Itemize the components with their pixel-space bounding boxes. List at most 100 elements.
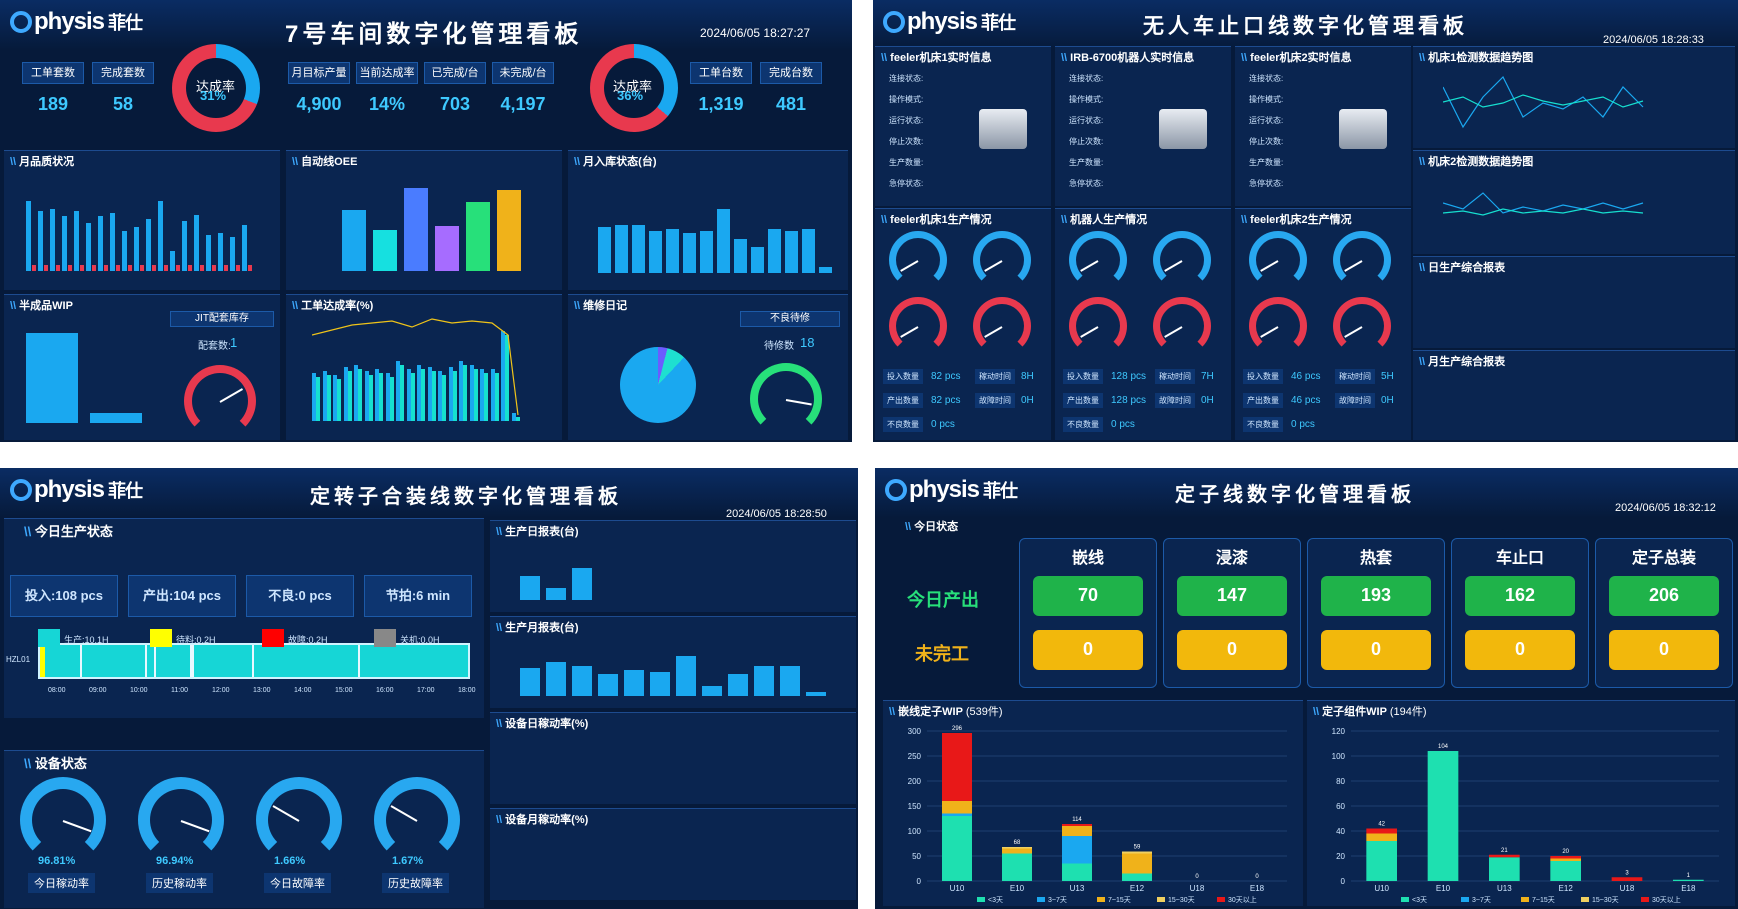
timestamp: 2024/06/05 18:32:12 (1615, 502, 1716, 514)
stack-segment (942, 801, 972, 814)
cnc-machine-image (979, 109, 1027, 149)
panel-title: 设备月稼动率(%) (496, 811, 588, 827)
stack-segment (1002, 853, 1032, 881)
page-title: 无人车止口线数字化管理看板 (1143, 15, 1468, 38)
status-label: 操作模式: (889, 95, 924, 104)
total-label: 59 (1134, 845, 1141, 851)
kpi-box: 月目标产量 (288, 62, 350, 84)
kpi-value: 58 (112, 94, 134, 114)
kpi-box: 已完成/台 (424, 62, 486, 84)
report-bar (650, 672, 670, 696)
defect-bar (68, 265, 72, 271)
defect-bar (248, 265, 252, 271)
order-bar (337, 379, 341, 421)
quality-bar (86, 223, 91, 271)
stack-segment (1062, 824, 1092, 826)
kpi-box: 完成台数 (760, 62, 822, 84)
timeline-stripe (358, 645, 360, 677)
panel-title: 生产日报表(台) (496, 523, 578, 539)
storage-bar (717, 209, 730, 273)
order-bar (375, 369, 379, 421)
panel-title: IRB-6700机器人实时信息 (1061, 49, 1194, 65)
status-label: 停止次数: (1249, 137, 1284, 146)
time-label: 稼动时间 (975, 369, 1015, 384)
panel-title: feeler机床1生产情况 (881, 211, 991, 227)
report-bar (520, 668, 540, 696)
order-bar (364, 371, 369, 421)
kpi-value: 4,197 (500, 94, 546, 114)
legend-swatch (1217, 897, 1225, 902)
total-label: 0 (1255, 874, 1259, 880)
total-label: 296 (952, 726, 963, 732)
quality-bar (50, 209, 55, 271)
defect-bar (188, 265, 192, 271)
oee-bar (466, 202, 490, 271)
storage-bar (632, 225, 645, 273)
machine-gauge (1153, 231, 1211, 289)
machine-gauge (1249, 231, 1307, 289)
section-title: 今日状态 (905, 518, 958, 534)
wip-value: 0 (1321, 630, 1431, 670)
header: physis 菲仕 无人车止口线数字化管理看板 2024/06/05 18:28:… (873, 0, 1738, 50)
panel-title: 日生产综合报表 (1419, 259, 1505, 275)
right-chart-panel: 设备月稼动率(%) (490, 808, 856, 900)
timestamp: 2024/06/05 18:28:50 (726, 508, 827, 520)
panel-title: 机床1检测数据趋势图 (1419, 49, 1533, 65)
logo-mark-icon (883, 11, 905, 33)
storage-bar (802, 229, 815, 273)
timeline-stripe (80, 645, 82, 677)
legend-label: 生产:10.1H (64, 635, 109, 645)
row-label: 产出数量 (883, 393, 923, 408)
order-bar (368, 375, 373, 421)
hour-tick: 11:00 (171, 687, 188, 694)
x-tick-label: E18 (1681, 884, 1696, 893)
row-label: 不良数量 (1243, 417, 1283, 432)
panel-title: feeler机床1实时信息 (881, 49, 991, 65)
timeline-stripe (252, 645, 254, 677)
header: physis 菲仕 定子线数字化管理看板 2024/06/05 18:32:12 (875, 468, 1738, 518)
pending-label: 待修数 (764, 341, 794, 352)
kpi-value: 189 (37, 94, 69, 114)
stack-segment (1122, 873, 1152, 881)
kpi-box: 工单台数 (690, 62, 752, 84)
legend-swatch (1461, 897, 1469, 902)
repair-pie (620, 347, 696, 423)
process-name: 浸漆 (1215, 550, 1248, 567)
legend-label: 故障:0.2H (288, 635, 328, 645)
hour-tick: 14:00 (294, 687, 312, 694)
defect-bar (116, 265, 120, 271)
legend-label: 3~7天 (1472, 896, 1491, 904)
donut-label: 达成率 (196, 79, 236, 94)
panel-title: 维修日记 (574, 297, 627, 313)
quality-bar (26, 201, 31, 271)
output-count: 82 pcs (931, 395, 961, 406)
panel-title: 工单达成率(%) (292, 297, 373, 313)
donut-hole (604, 58, 664, 118)
panel-wip-chart-1: 嵌线定子WIP (539件) 300 250 200 150 100 50 0 296 U10 6… (883, 700, 1303, 906)
dashboard-stator-line: physis 菲仕 定子线数字化管理看板 2024/06/05 18:32:12 … (875, 468, 1738, 909)
oee-bars (342, 171, 542, 271)
donut-value: 31% (200, 88, 227, 103)
order-bar (511, 413, 516, 421)
panel-title: 半成品WIP (10, 297, 73, 313)
y-tick-label: 20 (1336, 852, 1345, 861)
defect-bar (92, 265, 96, 271)
gauge-label: 今日故障率 (264, 873, 331, 893)
defect-bar (56, 265, 60, 271)
report-bar (572, 568, 592, 600)
status-label: 操作模式: (1069, 95, 1104, 104)
logo: physis 菲仕 (883, 8, 1016, 36)
kpi-box: 完成套数 (92, 62, 154, 84)
order-bar (469, 365, 474, 421)
row-label-output: 今日产出 (907, 590, 979, 610)
pending-title: 不良待修 (740, 311, 840, 327)
x-tick-label: E12 (1130, 884, 1145, 893)
quality-bar (98, 216, 103, 271)
machine-gauge (1069, 297, 1127, 355)
jit-title: JIT配套库存 (170, 311, 274, 327)
legend-label: <3天 (1412, 896, 1427, 904)
time-label: 稼动时间 (1155, 369, 1195, 384)
